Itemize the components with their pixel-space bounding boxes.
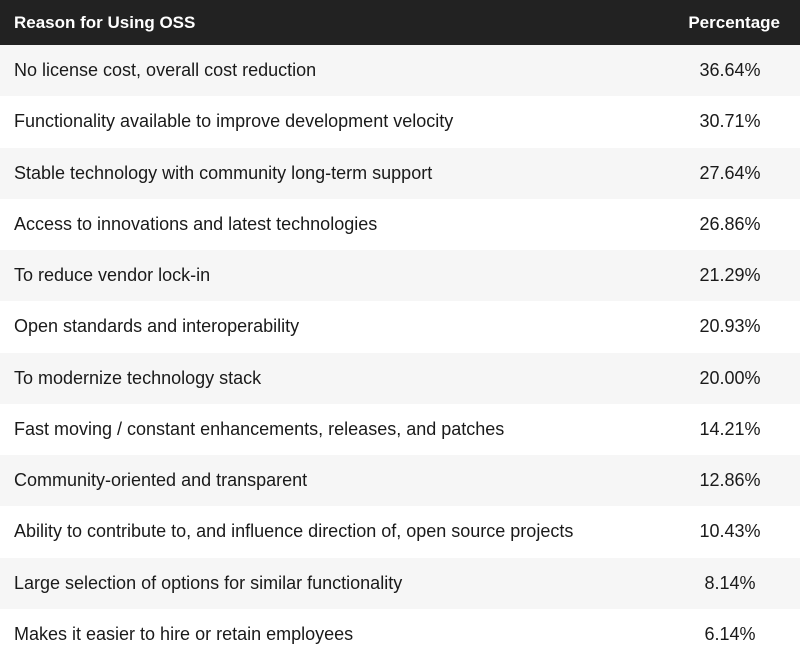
reason-cell: Community-oriented and transparent [14, 470, 308, 491]
table-body: No license cost, overall cost reduction … [0, 45, 800, 660]
percentage-cell: 14.21% [699, 418, 761, 439]
reason-cell: Open standards and interoperability [14, 316, 300, 337]
reason-cell: Fast moving / constant enhancements, rel… [14, 418, 505, 439]
percentage-cell: 10.43% [699, 521, 761, 542]
percentage-cell: 26.86% [699, 213, 761, 234]
percentage-cell: 30.71% [699, 111, 761, 132]
percentage-cell: 20.00% [699, 367, 761, 388]
reason-cell: Ability to contribute to, and influence … [14, 521, 574, 542]
table-row: Community-oriented and transparent 12.86… [0, 455, 800, 507]
table-row: To reduce vendor lock-in 21.29% [0, 250, 800, 302]
percentage-cell: 27.64% [699, 162, 761, 183]
reason-cell: Access to innovations and latest technol… [14, 213, 378, 234]
percentage-cell: 20.93% [699, 316, 761, 337]
reason-cell: To reduce vendor lock-in [14, 265, 211, 286]
table-row: Fast moving / constant enhancements, rel… [0, 403, 800, 455]
reason-cell: Large selection of options for similar f… [14, 572, 403, 593]
percentage-cell: 36.64% [699, 60, 761, 81]
reason-cell: No license cost, overall cost reduction [14, 60, 317, 81]
table-row: Ability to contribute to, and influence … [0, 506, 800, 558]
percentage-cell: 6.14% [704, 623, 756, 644]
table-row: Makes it easier to hire or retain employ… [0, 608, 800, 660]
percentage-cell: 12.86% [699, 470, 761, 491]
table-row: To modernize technology stack 20.00% [0, 352, 800, 404]
header-percentage: Percentage [688, 12, 780, 32]
percentage-cell: 8.14% [704, 572, 756, 593]
table-row: Stable technology with community long-te… [0, 147, 800, 199]
table-row: Functionality available to improve devel… [0, 96, 800, 148]
table-row: Large selection of options for similar f… [0, 557, 800, 609]
table-row: Access to innovations and latest technol… [0, 198, 800, 250]
table-row: Open standards and interoperability 20.9… [0, 301, 800, 353]
header-reason: Reason for Using OSS [14, 12, 196, 32]
table-row: No license cost, overall cost reduction … [0, 45, 800, 97]
table-header: Reason for Using OSS Percentage [0, 0, 800, 45]
reason-cell: To modernize technology stack [14, 367, 262, 388]
reason-cell: Makes it easier to hire or retain employ… [14, 623, 354, 644]
reason-cell: Functionality available to improve devel… [14, 111, 454, 132]
percentage-cell: 21.29% [699, 265, 761, 286]
reason-cell: Stable technology with community long-te… [14, 162, 433, 183]
